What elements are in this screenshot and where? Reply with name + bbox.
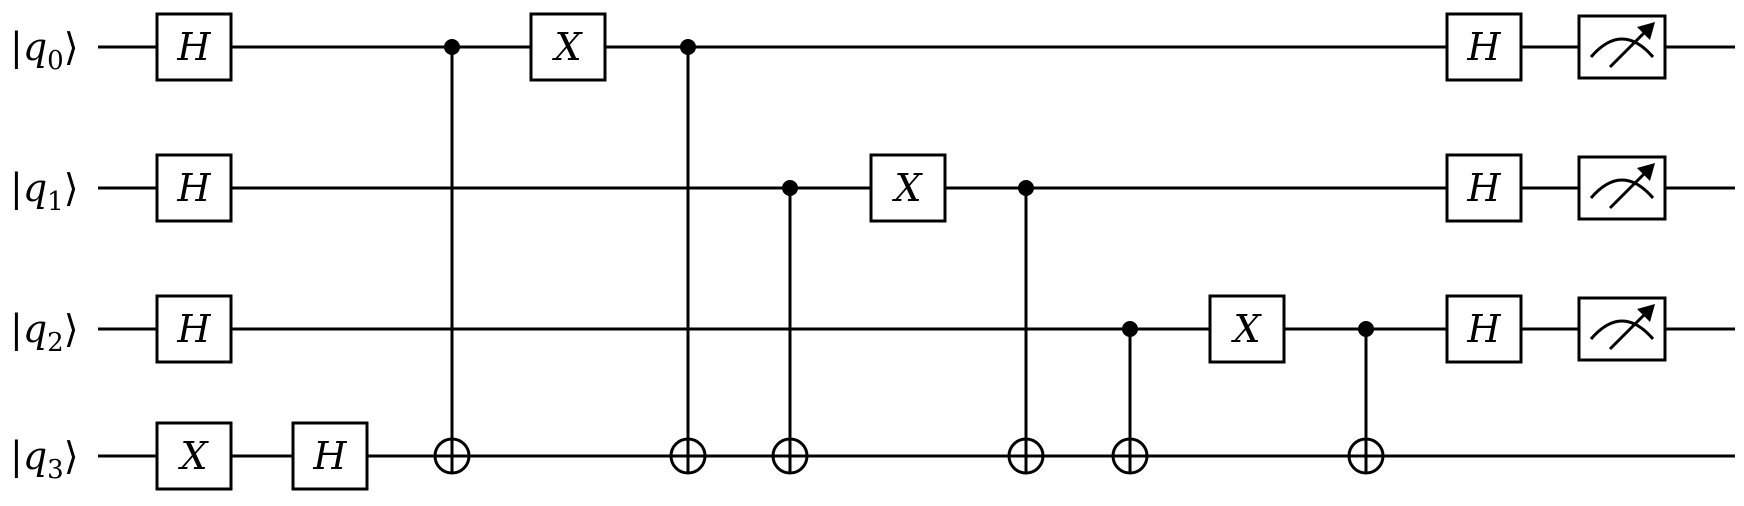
gate-label: H bbox=[1466, 166, 1501, 210]
cnot-q2-q3 bbox=[1111, 321, 1149, 475]
cnot-q0-q3 bbox=[669, 39, 707, 475]
meter-icon bbox=[1589, 319, 1655, 340]
gate-label: H bbox=[176, 25, 211, 69]
gate-label: H bbox=[176, 307, 211, 351]
gate-box bbox=[529, 12, 607, 82]
gate-box bbox=[291, 421, 369, 491]
meter-needle bbox=[1608, 170, 1648, 210]
qubit-name: q bbox=[23, 166, 47, 210]
measure-q2 bbox=[1577, 296, 1667, 362]
meter-icon bbox=[1589, 37, 1655, 58]
ket-bar: | bbox=[10, 434, 23, 478]
gate-label: H bbox=[1466, 25, 1501, 69]
control-dot bbox=[782, 180, 798, 196]
gate-h-q2: H bbox=[155, 294, 233, 364]
ket-bar: | bbox=[10, 166, 23, 210]
gate-x-q0: X bbox=[529, 12, 607, 82]
operations: H H H X H X X X H H H bbox=[155, 12, 1667, 491]
measure-q0 bbox=[1577, 14, 1667, 80]
gate-box bbox=[155, 12, 233, 82]
gate-label: X bbox=[551, 25, 583, 69]
gate-box bbox=[155, 153, 233, 223]
ket-angle: ⟩ bbox=[64, 166, 79, 210]
qubit-index: 3 bbox=[47, 455, 64, 485]
meter-needle bbox=[1608, 311, 1648, 351]
qubit-index: 1 bbox=[47, 187, 64, 217]
gate-h-q0: H bbox=[155, 12, 233, 82]
qubit-name: q bbox=[23, 25, 47, 69]
wires bbox=[98, 45, 1735, 458]
gate-x-q3: X bbox=[155, 421, 233, 491]
meter-arrowhead bbox=[1637, 304, 1655, 322]
control-dot bbox=[1122, 321, 1138, 337]
cnot-q2-q3 bbox=[1347, 321, 1385, 475]
qubit-label-2: |q2⟩ bbox=[10, 307, 79, 358]
gate-box bbox=[1445, 12, 1523, 82]
meter-arrowhead bbox=[1637, 163, 1655, 181]
gate-h-q1: H bbox=[155, 153, 233, 223]
qubit-index: 2 bbox=[47, 328, 64, 358]
gate-label: H bbox=[176, 166, 211, 210]
control-dot bbox=[680, 39, 696, 55]
gate-box bbox=[155, 294, 233, 364]
gate-box bbox=[1208, 294, 1286, 364]
cnot-q1-q3 bbox=[1007, 180, 1045, 475]
meter-needle bbox=[1608, 29, 1648, 69]
qubit-index: 0 bbox=[47, 46, 64, 76]
qubit-labels: |q0⟩|q1⟩|q2⟩|q3⟩ bbox=[10, 25, 79, 485]
control-dot bbox=[1018, 180, 1034, 196]
qubit-label-3: |q3⟩ bbox=[10, 434, 79, 485]
gate-h-q1: H bbox=[1445, 153, 1523, 223]
cnot-q0-q3 bbox=[433, 39, 471, 475]
control-dot bbox=[444, 39, 460, 55]
gate-label: X bbox=[1230, 307, 1262, 351]
gate-label: X bbox=[177, 434, 209, 478]
ket-bar: | bbox=[10, 307, 23, 351]
control-dot bbox=[1358, 321, 1374, 337]
qubit-label-0: |q0⟩ bbox=[10, 25, 79, 76]
gate-x-q1: X bbox=[869, 153, 947, 223]
gate-h-q3: H bbox=[291, 421, 369, 491]
ket-angle: ⟩ bbox=[64, 307, 79, 351]
cnot-q1-q3 bbox=[771, 180, 809, 475]
meter-icon bbox=[1589, 178, 1655, 199]
gate-h-q2: H bbox=[1445, 294, 1523, 364]
ket-angle: ⟩ bbox=[64, 25, 79, 69]
gate-label: H bbox=[312, 434, 347, 478]
gate-box bbox=[869, 153, 947, 223]
gate-box bbox=[1445, 153, 1523, 223]
qubit-label-1: |q1⟩ bbox=[10, 166, 79, 217]
meter-arrowhead bbox=[1637, 22, 1655, 40]
ket-angle: ⟩ bbox=[64, 434, 79, 478]
ket-bar: | bbox=[10, 25, 23, 69]
qubit-name: q bbox=[23, 434, 47, 478]
gate-label: H bbox=[1466, 307, 1501, 351]
qubit-name: q bbox=[23, 307, 47, 351]
gate-x-q2: X bbox=[1208, 294, 1286, 364]
gate-box bbox=[155, 421, 233, 491]
measure-q1 bbox=[1577, 155, 1667, 221]
gate-box bbox=[1445, 294, 1523, 364]
gate-h-q0: H bbox=[1445, 12, 1523, 82]
gate-label: X bbox=[891, 166, 923, 210]
